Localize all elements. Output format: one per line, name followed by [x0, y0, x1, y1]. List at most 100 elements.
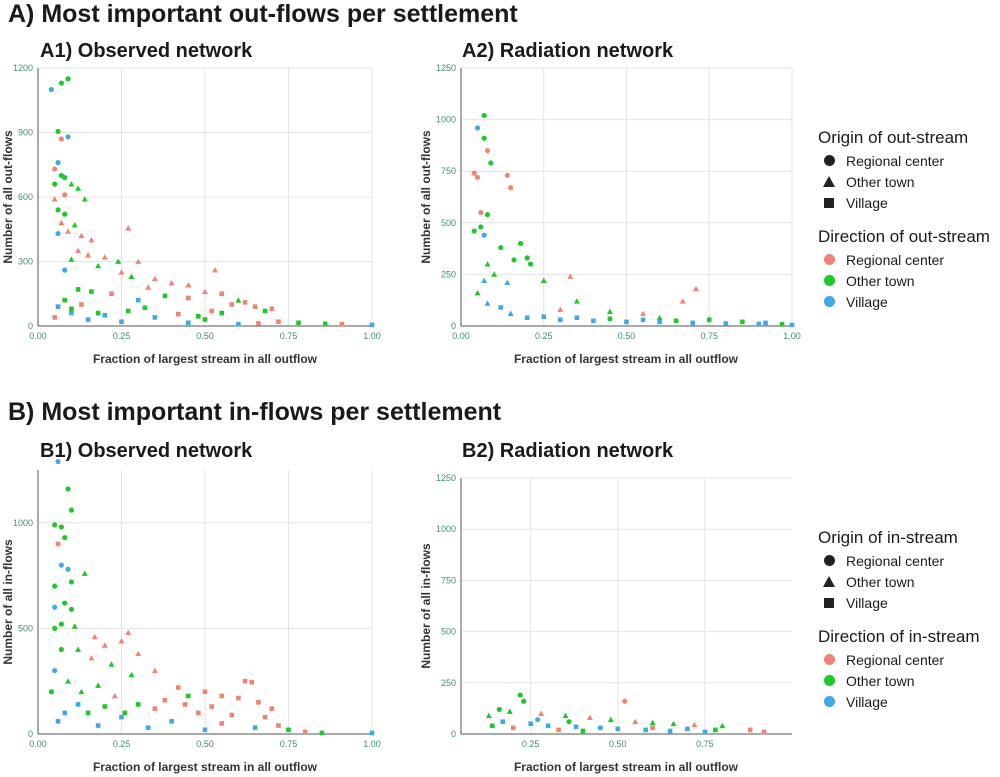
data-point [59, 524, 64, 529]
data-point [270, 706, 275, 711]
data-point [598, 726, 603, 731]
data-point [163, 294, 168, 299]
legend-out-stream: Origin of out-stream Regional center Oth… [818, 126, 1000, 312]
data-point [103, 313, 108, 318]
data-point [472, 228, 477, 233]
y-tick-label: 0 [451, 321, 456, 331]
legend-color-other-town: Other town [818, 270, 1000, 291]
data-point [219, 311, 224, 316]
y-tick-label: 0 [28, 729, 33, 739]
color-dot-icon [824, 696, 835, 707]
data-point [219, 694, 224, 699]
data-point [249, 680, 254, 685]
data-point [62, 192, 67, 197]
data-point [478, 224, 483, 229]
data-point [505, 173, 510, 178]
y-tick-label: 900 [18, 128, 33, 138]
data-point [169, 719, 174, 724]
data-point [713, 728, 718, 733]
data-point [276, 723, 281, 728]
data-point [76, 287, 81, 292]
data-point [69, 607, 74, 612]
data-point [303, 730, 308, 735]
data-point [685, 727, 690, 732]
x-tick-label: 0.25 [113, 739, 131, 749]
data-point [256, 321, 261, 326]
data-point [125, 630, 131, 635]
data-point [229, 302, 234, 307]
data-point [504, 280, 510, 285]
data-point [203, 727, 208, 732]
data-point [680, 298, 686, 303]
legend-direction-title: Direction of in-stream [818, 625, 1000, 649]
data-point [671, 721, 677, 726]
x-tick-label: 0.75 [700, 331, 718, 341]
y-tick-label: 1200 [13, 63, 33, 73]
legend-shape-regional-center: Regional center [818, 150, 1000, 171]
y-tick-label: 750 [441, 166, 456, 176]
legend-label: Regional center [846, 153, 944, 169]
data-point [748, 728, 753, 733]
data-point [640, 311, 646, 316]
data-point [65, 76, 70, 81]
data-point [203, 317, 208, 322]
y-tick-label: 0 [451, 729, 456, 739]
data-point [763, 321, 768, 326]
data-point [525, 255, 530, 260]
y-tick-label: 1250 [436, 473, 456, 483]
data-point [185, 282, 191, 287]
data-point [511, 257, 516, 262]
data-point [574, 298, 580, 303]
data-point [52, 182, 57, 187]
data-point [286, 727, 291, 732]
x-axis-label: Fraction of largest stream in all outflo… [514, 760, 739, 774]
y-tick-label: 1000 [13, 518, 33, 528]
square-icon [824, 198, 834, 208]
data-point [75, 248, 81, 253]
data-point [475, 290, 481, 295]
data-point [472, 171, 477, 176]
data-point [587, 715, 593, 720]
data-point [538, 711, 544, 716]
data-point [65, 567, 70, 572]
data-point [65, 486, 70, 491]
data-point [59, 80, 64, 85]
data-point [62, 600, 67, 605]
data-point [693, 286, 699, 291]
legend-label: Regional center [846, 553, 944, 569]
data-point [123, 711, 128, 716]
data-point [176, 312, 181, 317]
legend-shape-other-town: Other town [818, 171, 1000, 192]
data-point [546, 724, 551, 729]
data-point [650, 720, 656, 725]
data-point [52, 626, 57, 631]
data-point [719, 723, 725, 728]
data-point [478, 210, 483, 215]
data-point [650, 726, 655, 731]
data-point [55, 459, 60, 464]
data-point [186, 320, 191, 325]
legend-label: Other town [846, 673, 914, 689]
data-point [75, 647, 81, 652]
data-point [657, 320, 662, 325]
data-point [518, 241, 523, 246]
data-point [92, 634, 98, 639]
legend-shape-other-town: Other town [818, 571, 1000, 592]
data-point [62, 711, 67, 716]
x-tick-label: 0.50 [618, 331, 636, 341]
data-point [707, 318, 712, 323]
legend-label: Other town [846, 174, 914, 190]
data-point [52, 166, 57, 171]
data-point [475, 175, 480, 180]
legend-shape-regional-center: Regional center [818, 550, 1000, 571]
data-point [89, 289, 94, 294]
data-point [176, 685, 181, 690]
data-point [72, 623, 78, 628]
legend-in-stream: Origin of in-stream Regional center Othe… [818, 526, 1000, 712]
data-point [482, 233, 487, 238]
data-point [102, 254, 108, 259]
data-point [482, 113, 487, 118]
data-point [581, 729, 586, 734]
legend-shape-village: Village [818, 592, 1000, 613]
data-point [591, 319, 596, 324]
